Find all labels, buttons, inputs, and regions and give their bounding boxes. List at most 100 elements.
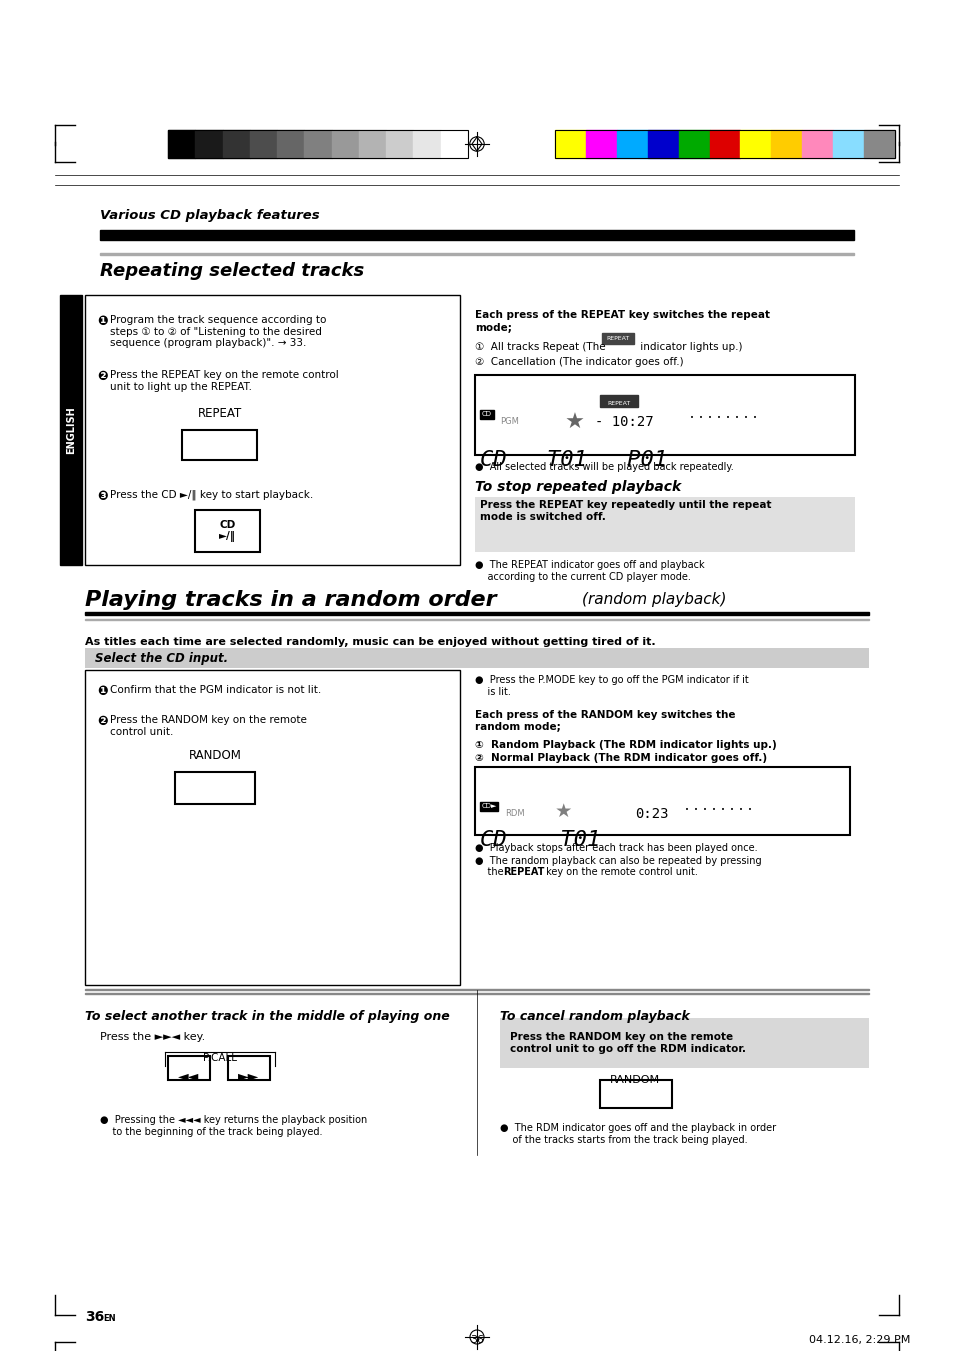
Text: ❶: ❶ bbox=[97, 315, 108, 328]
Text: •: • bbox=[729, 807, 733, 813]
Text: ◄◄: ◄◄ bbox=[178, 1069, 199, 1084]
Text: ②  Cancellation (The indicator goes off.): ② Cancellation (The indicator goes off.) bbox=[475, 357, 683, 367]
Text: •: • bbox=[711, 807, 716, 813]
Text: Each press of the RANDOM key switches the: Each press of the RANDOM key switches th… bbox=[475, 711, 735, 720]
Text: •: • bbox=[752, 415, 757, 422]
Text: CD   T01   P01: CD T01 P01 bbox=[479, 450, 666, 470]
Text: To select another track in the middle of playing one: To select another track in the middle of… bbox=[85, 1011, 449, 1023]
Text: Press the ►►◄ key.: Press the ►►◄ key. bbox=[100, 1032, 205, 1042]
Text: •: • bbox=[693, 807, 698, 813]
Bar bbox=[100, 253, 853, 255]
Bar bbox=[85, 612, 868, 615]
Text: RANDOM: RANDOM bbox=[189, 748, 241, 762]
Text: Confirm that the PGM indicator is not lit.: Confirm that the PGM indicator is not li… bbox=[110, 685, 321, 694]
Bar bbox=[771, 130, 801, 158]
Bar bbox=[332, 130, 358, 158]
Bar bbox=[475, 376, 854, 455]
Bar bbox=[304, 130, 332, 158]
Text: •: • bbox=[707, 415, 711, 422]
Bar bbox=[60, 295, 82, 565]
Bar bbox=[168, 130, 468, 158]
Text: Press the REPEAT key on the remote control
unit to light up the REPEAT.: Press the REPEAT key on the remote contr… bbox=[110, 370, 338, 392]
Text: EN: EN bbox=[103, 1315, 115, 1323]
Text: Repeating selected tracks: Repeating selected tracks bbox=[100, 262, 364, 280]
Text: •: • bbox=[734, 415, 739, 422]
Text: 04.12.16, 2:29 PM: 04.12.16, 2:29 PM bbox=[808, 1335, 910, 1346]
Text: •: • bbox=[747, 807, 751, 813]
Text: REPEAT: REPEAT bbox=[197, 407, 242, 420]
Bar bbox=[617, 130, 647, 158]
Text: 36: 36 bbox=[470, 1335, 483, 1346]
Text: ●  The RDM indicator goes off and the playback in order
    of the tracks starts: ● The RDM indicator goes off and the pla… bbox=[499, 1123, 776, 1144]
Bar bbox=[801, 130, 832, 158]
Text: ❸: ❸ bbox=[97, 490, 108, 503]
Bar bbox=[168, 1056, 210, 1079]
Text: CD►: CD► bbox=[481, 804, 497, 809]
Text: ★: ★ bbox=[564, 413, 584, 434]
Text: •: • bbox=[702, 807, 706, 813]
Bar bbox=[85, 989, 868, 990]
Text: CD: CD bbox=[481, 412, 492, 417]
Text: ②  Normal Playback (The RDM indicator goes off.): ② Normal Playback (The RDM indicator goe… bbox=[475, 753, 766, 763]
Bar bbox=[479, 409, 494, 419]
Text: Press the CD ►/‖ key to start playback.: Press the CD ►/‖ key to start playback. bbox=[110, 490, 313, 500]
Bar bbox=[386, 130, 413, 158]
Bar bbox=[555, 130, 894, 158]
Bar bbox=[413, 130, 440, 158]
Text: CD    T01: CD T01 bbox=[479, 830, 599, 850]
Bar bbox=[250, 130, 276, 158]
Text: ENGLISH: ENGLISH bbox=[66, 407, 76, 454]
Bar bbox=[479, 802, 497, 811]
Bar bbox=[555, 130, 585, 158]
Bar bbox=[863, 130, 894, 158]
Text: (random playback): (random playback) bbox=[581, 592, 726, 607]
Bar bbox=[194, 509, 260, 553]
Text: ★: ★ bbox=[555, 802, 572, 821]
Bar bbox=[228, 1056, 270, 1079]
Text: REPEAT: REPEAT bbox=[607, 401, 630, 407]
Bar bbox=[475, 497, 854, 553]
Bar bbox=[276, 130, 304, 158]
Bar bbox=[832, 130, 863, 158]
Text: ●  The random playback can also be repeated by pressing: ● The random playback can also be repeat… bbox=[475, 857, 760, 866]
Text: ●  Playback stops after each track has been played once.: ● Playback stops after each track has be… bbox=[475, 843, 757, 852]
Text: ●  All selected tracks will be played back repeatedly.: ● All selected tracks will be played bac… bbox=[475, 462, 733, 471]
Bar bbox=[440, 130, 468, 158]
Bar bbox=[601, 332, 634, 345]
Text: REPEAT: REPEAT bbox=[502, 867, 544, 877]
Text: •: • bbox=[739, 807, 742, 813]
Text: Playing tracks in a random order: Playing tracks in a random order bbox=[85, 590, 497, 611]
Text: •: • bbox=[699, 415, 702, 422]
Text: To stop repeated playback: To stop repeated playback bbox=[475, 480, 680, 494]
Text: 36: 36 bbox=[85, 1310, 104, 1324]
Bar bbox=[499, 1019, 868, 1069]
Bar bbox=[585, 130, 617, 158]
Text: ❷: ❷ bbox=[97, 715, 108, 728]
Text: As titles each time are selected randomly, music can be enjoyed without getting : As titles each time are selected randoml… bbox=[85, 638, 655, 647]
Text: 0:23: 0:23 bbox=[635, 807, 668, 821]
Text: ❶: ❶ bbox=[97, 685, 108, 698]
Text: •: • bbox=[720, 807, 724, 813]
Text: P.CALL: P.CALL bbox=[203, 1052, 236, 1063]
Text: PGM: PGM bbox=[499, 417, 518, 426]
Bar bbox=[195, 130, 222, 158]
Text: Program the track sequence according to
steps ① to ② of "Listening to the desire: Program the track sequence according to … bbox=[110, 315, 326, 349]
Text: CD
►/‖: CD ►/‖ bbox=[219, 520, 235, 542]
Text: RANDOM: RANDOM bbox=[609, 1075, 659, 1085]
Text: Press the REPEAT key repeatedly until the repeat
mode is switched off.: Press the REPEAT key repeatedly until th… bbox=[479, 500, 771, 521]
Text: •: • bbox=[684, 807, 688, 813]
Bar bbox=[100, 230, 853, 240]
Text: ●  Pressing the ◄◄◄ key returns the playback position
    to the beginning of th: ● Pressing the ◄◄◄ key returns the playb… bbox=[100, 1115, 367, 1136]
Text: •: • bbox=[717, 415, 720, 422]
Text: Press the RANDOM key on the remote
control unit to go off the RDM indicator.: Press the RANDOM key on the remote contr… bbox=[510, 1032, 745, 1054]
Text: - 10:27: - 10:27 bbox=[595, 415, 653, 430]
Bar bbox=[647, 130, 678, 158]
Text: mode;: mode; bbox=[475, 323, 512, 332]
Text: REPEAT: REPEAT bbox=[606, 336, 629, 340]
Text: ❷: ❷ bbox=[97, 370, 108, 382]
Text: ●  The REPEAT indicator goes off and playback
    according to the current CD pl: ● The REPEAT indicator goes off and play… bbox=[475, 561, 704, 581]
Bar bbox=[709, 130, 740, 158]
Bar bbox=[358, 130, 386, 158]
Text: Press the RANDOM key on the remote
control unit.: Press the RANDOM key on the remote contr… bbox=[110, 715, 307, 736]
Text: random mode;: random mode; bbox=[475, 721, 560, 732]
